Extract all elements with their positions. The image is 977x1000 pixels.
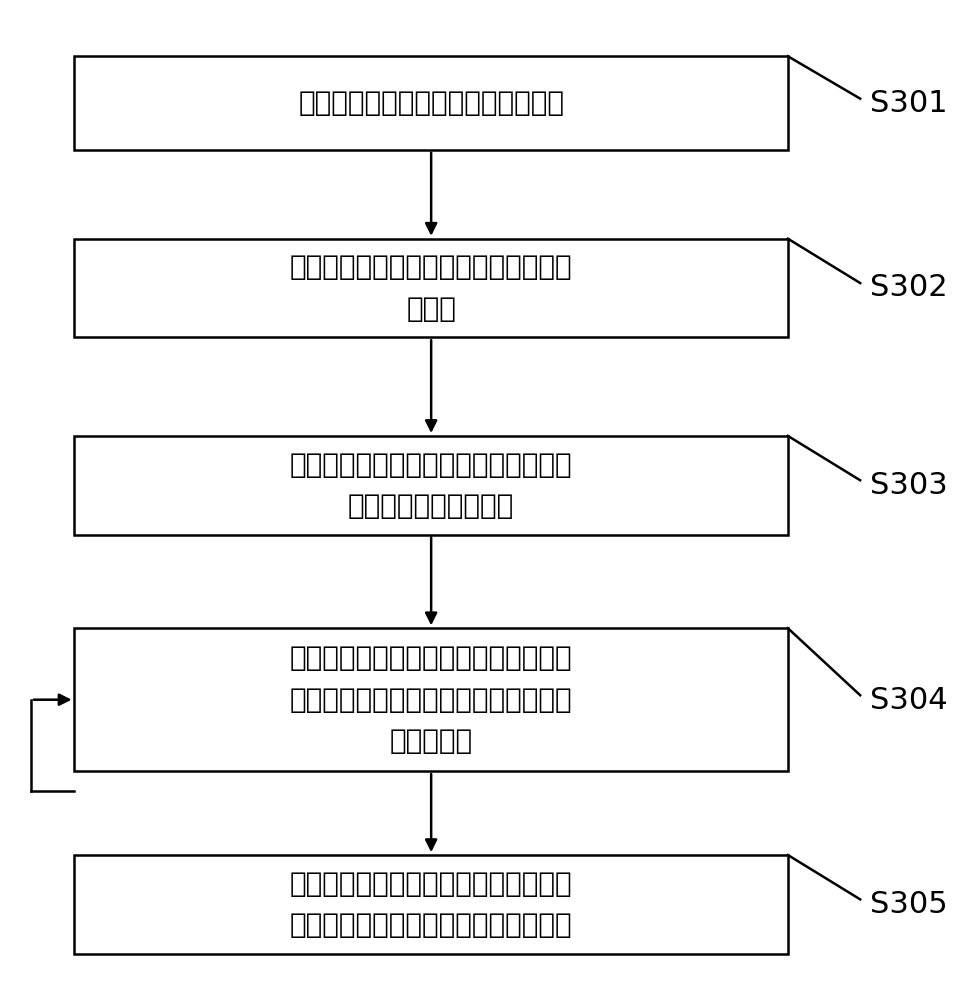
Text: S305: S305 [869, 890, 947, 919]
Text: 获取每个机柜中全部活动节点的数量: 获取每个机柜中全部活动节点的数量 [298, 89, 564, 117]
Bar [74, 855, 787, 954]
Bar [74, 628, 787, 771]
Text: S303: S303 [869, 471, 947, 500]
Text: S304: S304 [869, 686, 947, 715]
Text: 按排序的顺序循环遍历每个机柜，直至
全部机柜所提供活动节点数量达到预设
的多路径数: 按排序的顺序循环遍历每个机柜，直至 全部机柜所提供活动节点数量达到预设 的多路径… [289, 644, 572, 755]
Bar [74, 56, 787, 150]
Text: S302: S302 [869, 273, 947, 302]
Text: 根据全部活动节点数量的由低到高对机
柜排序: 根据全部活动节点数量的由低到高对机 柜排序 [289, 253, 572, 323]
Text: 机柜每被遍历一次，则机柜需在可提供
活动节点能力范围内提供一个活动节点: 机柜每被遍历一次，则机柜需在可提供 活动节点能力范围内提供一个活动节点 [289, 870, 572, 939]
Text: S301: S301 [869, 89, 947, 118]
Text: 针对每个机柜定义一个当前提供活动节
点数量变量，并初始化: 针对每个机柜定义一个当前提供活动节 点数量变量，并初始化 [289, 451, 572, 520]
Bar [74, 436, 787, 535]
Bar [74, 239, 787, 337]
